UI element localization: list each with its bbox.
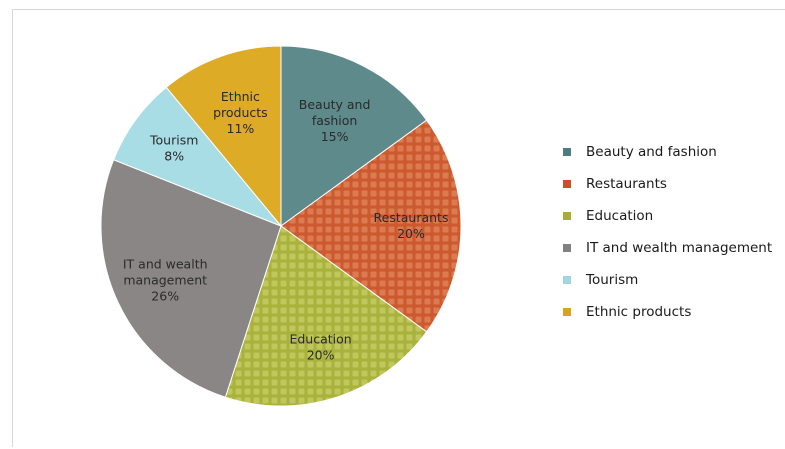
data-label-tourism: Tourism 8%	[149, 132, 198, 163]
pie-slice-beauty-and-fashion	[280, 45, 428, 227]
chart-frame	[12, 9, 785, 447]
legend-swatch	[563, 244, 571, 252]
data-label-beauty-and-fashion: Beauty and fashion 15%	[299, 97, 371, 144]
pie-slice-education	[224, 225, 428, 407]
legend-swatch	[563, 276, 571, 284]
data-label-ethnic-products: Ethnic products 11%	[213, 89, 268, 136]
pie-slice-restaurants	[280, 119, 462, 333]
legend-swatch	[563, 180, 571, 188]
data-label-restaurants: Restaurants 20%	[374, 210, 449, 241]
pie-labels: Beauty and fashion 15% Restaurants 20% Educat…	[123, 89, 449, 363]
pie-slice-tourism	[112, 86, 282, 227]
pie-slices	[100, 45, 462, 407]
legend-swatch	[563, 308, 571, 316]
legend-label: Restaurants	[586, 176, 667, 192]
data-label-education: Education 20%	[289, 332, 351, 363]
legend-swatch	[563, 212, 571, 220]
legend-label: IT and wealth management	[586, 240, 773, 256]
legend-swatch	[563, 148, 571, 156]
data-label-it-and-wealth-management: IT and wealth management 26%	[123, 257, 208, 304]
legend-label: Beauty and fashion	[586, 144, 717, 160]
legend-label: Education	[586, 208, 654, 224]
legend-label: Ethnic products	[586, 304, 692, 320]
pie-slice-it-and-wealth-management	[100, 159, 282, 398]
pie-slice-ethnic-products	[165, 45, 282, 228]
legend-label: Tourism	[586, 272, 639, 288]
